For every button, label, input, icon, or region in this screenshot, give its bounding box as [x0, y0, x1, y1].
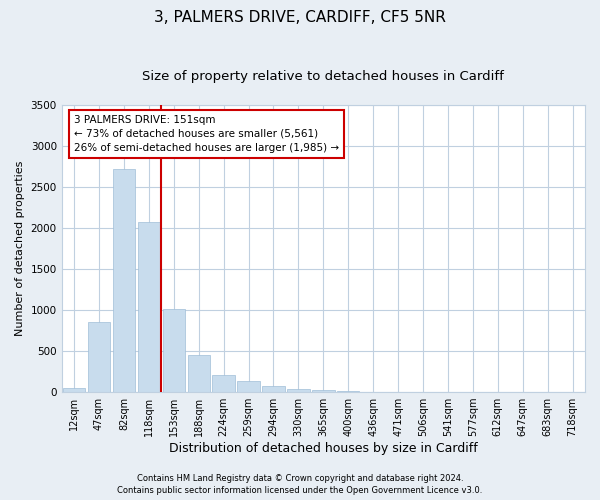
Bar: [137, 222, 160, 392]
Text: 3, PALMERS DRIVE, CARDIFF, CF5 5NR: 3, PALMERS DRIVE, CARDIFF, CF5 5NR: [154, 10, 446, 25]
Bar: [113, 169, 135, 392]
Bar: [312, 390, 335, 392]
Y-axis label: Number of detached properties: Number of detached properties: [15, 161, 25, 336]
Text: Contains HM Land Registry data © Crown copyright and database right 2024.
Contai: Contains HM Land Registry data © Crown c…: [118, 474, 482, 495]
Bar: [188, 355, 210, 392]
X-axis label: Distribution of detached houses by size in Cardiff: Distribution of detached houses by size …: [169, 442, 478, 455]
Title: Size of property relative to detached houses in Cardiff: Size of property relative to detached ho…: [142, 70, 504, 83]
Text: 3 PALMERS DRIVE: 151sqm
← 73% of detached houses are smaller (5,561)
26% of semi: 3 PALMERS DRIVE: 151sqm ← 73% of detache…: [74, 115, 339, 153]
Bar: [212, 375, 235, 392]
Bar: [287, 389, 310, 392]
Bar: [63, 388, 85, 392]
Bar: [238, 382, 260, 392]
Bar: [163, 309, 185, 392]
Bar: [88, 322, 110, 392]
Bar: [262, 386, 285, 392]
